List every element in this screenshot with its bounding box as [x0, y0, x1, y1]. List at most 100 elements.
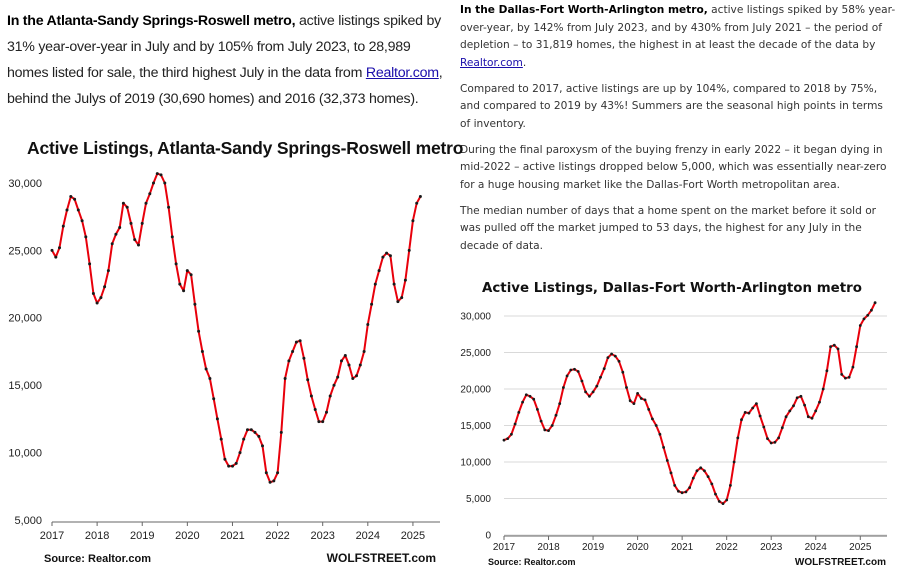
atlanta-data-point [309, 394, 313, 398]
dallas-data-point [688, 486, 691, 489]
dallas-data-point [617, 359, 621, 363]
dallas-paragraph-2: Compared to 2017, active listings are up… [460, 82, 883, 130]
dallas-data-point [788, 409, 792, 413]
dallas-data-point [755, 402, 758, 405]
dallas-y-tick-label: 30,000 [460, 312, 491, 323]
dallas-data-point [562, 386, 565, 389]
atlanta-credit-label: WOLFSTREET.com [327, 551, 436, 565]
dallas-y-tick-label: 20,000 [460, 385, 491, 396]
dallas-x-tick-label: 2018 [537, 542, 560, 553]
dallas-x-tick-label: 2023 [760, 542, 783, 553]
atlanta-article-text: In the Atlanta-Sandy Springs-Roswell met… [7, 8, 447, 112]
dallas-y-tick-label: 10,000 [460, 458, 491, 469]
dallas-data-point [810, 416, 814, 420]
dallas-data-point [729, 484, 732, 487]
dallas-data-point [636, 392, 639, 395]
dallas-realtor-link[interactable]: Realtor.com [460, 56, 523, 69]
atlanta-data-point [253, 430, 257, 434]
atlanta-data-point [283, 377, 287, 380]
atlanta-data-point [167, 205, 171, 209]
dallas-data-point [780, 426, 784, 430]
dallas-x-tick-label: 2022 [716, 542, 739, 553]
atlanta-data-point [223, 457, 227, 461]
atlanta-data-point [185, 269, 189, 273]
dallas-data-point [684, 490, 688, 494]
atlanta-data-point [264, 471, 268, 475]
dallas-data-point [829, 345, 832, 349]
dallas-paragraph-1-end: . [522, 56, 527, 69]
dallas-data-point [766, 437, 769, 440]
atlanta-data-point [373, 282, 377, 286]
dallas-data-point [524, 393, 528, 397]
atlanta-data-point [340, 359, 343, 363]
dallas-data-point [717, 500, 721, 503]
dallas-data-point [710, 482, 714, 486]
dallas-data-point [580, 379, 584, 383]
dallas-data-point [714, 492, 717, 496]
dallas-credit-label: WOLFSTREET.com [795, 557, 886, 568]
dallas-data-point [680, 491, 684, 495]
atlanta-data-point [73, 197, 77, 201]
dallas-data-point [502, 438, 506, 442]
dallas-y-tick-label: 0 [485, 531, 491, 542]
dallas-data-point [662, 446, 665, 449]
atlanta-data-point [411, 219, 415, 223]
dallas-x-tick-label: 2020 [626, 542, 649, 553]
atlanta-data-point [204, 367, 208, 371]
atlanta-data-point [272, 479, 276, 483]
dallas-data-point [543, 428, 547, 432]
atlanta-data-point [189, 273, 193, 277]
atlanta-data-point [347, 363, 351, 367]
dallas-article-lead: In the Dallas-Fort Worth-Arlington metro… [460, 4, 708, 16]
dallas-data-point [639, 397, 643, 400]
atlanta-data-point [291, 350, 295, 353]
atlanta-x-tick-label: 2019 [130, 530, 154, 542]
atlanta-data-point [388, 254, 392, 258]
atlanta-data-point [231, 464, 234, 468]
dallas-x-tick-label: 2019 [582, 542, 605, 553]
atlanta-realtor-link[interactable]: Realtor.com [365, 65, 439, 81]
atlanta-data-point [268, 480, 272, 484]
atlanta-data-point [212, 397, 216, 401]
dallas-data-point [647, 408, 651, 411]
atlanta-x-tick-label: 2021 [220, 530, 244, 542]
dallas-data-point [825, 369, 829, 373]
dallas-article: In the Dallas-Fort Worth-Arlington metro… [460, 2, 896, 264]
atlanta-data-point [215, 417, 219, 421]
dallas-data-point [506, 437, 510, 440]
dallas-data-point [528, 394, 532, 398]
dallas-data-point [513, 422, 517, 426]
atlanta-y-tick-label: 30,000 [8, 178, 42, 190]
atlanta-data-point [351, 377, 355, 380]
dallas-data-point [588, 394, 591, 398]
dallas-x-tick-label: 2017 [493, 542, 516, 553]
dallas-data-point [758, 414, 762, 418]
atlanta-data-point [69, 195, 73, 198]
dallas-data-point [743, 411, 747, 414]
atlanta-chart-title: Active Listings, Atlanta-Sandy Springs-R… [27, 138, 464, 158]
dallas-data-point [792, 404, 795, 408]
atlanta-data-point [80, 219, 84, 223]
atlanta-y-tick-label: 25,000 [8, 245, 42, 257]
atlanta-data-point [249, 428, 253, 432]
dallas-data-point [699, 466, 703, 470]
atlanta-source-label: Source: Realtor.com [44, 553, 151, 565]
atlanta-x-tick-label: 2018 [85, 530, 109, 542]
atlanta-data-point [148, 192, 152, 196]
atlanta-data-point [159, 173, 163, 177]
dallas-chart-title: Active Listings, Dallas-Fort Worth-Arlin… [482, 281, 862, 296]
atlanta-data-point [321, 420, 325, 424]
dallas-data-point [554, 413, 558, 417]
atlanta-data-point [246, 428, 249, 432]
atlanta-data-point [133, 238, 137, 242]
atlanta-y-tick-label: 5,000 [14, 515, 42, 527]
dallas-data-point [795, 396, 799, 400]
atlanta-data-point [137, 243, 140, 247]
dallas-data-point [870, 308, 873, 312]
dallas-data-point [599, 375, 602, 379]
dallas-data-point [602, 367, 606, 370]
atlanta-x-tick-label: 2020 [175, 530, 199, 542]
atlanta-article-end: , behind the Julys of 2019 (30,690 homes… [7, 65, 443, 107]
atlanta-x-tick-label: 2024 [356, 530, 380, 542]
